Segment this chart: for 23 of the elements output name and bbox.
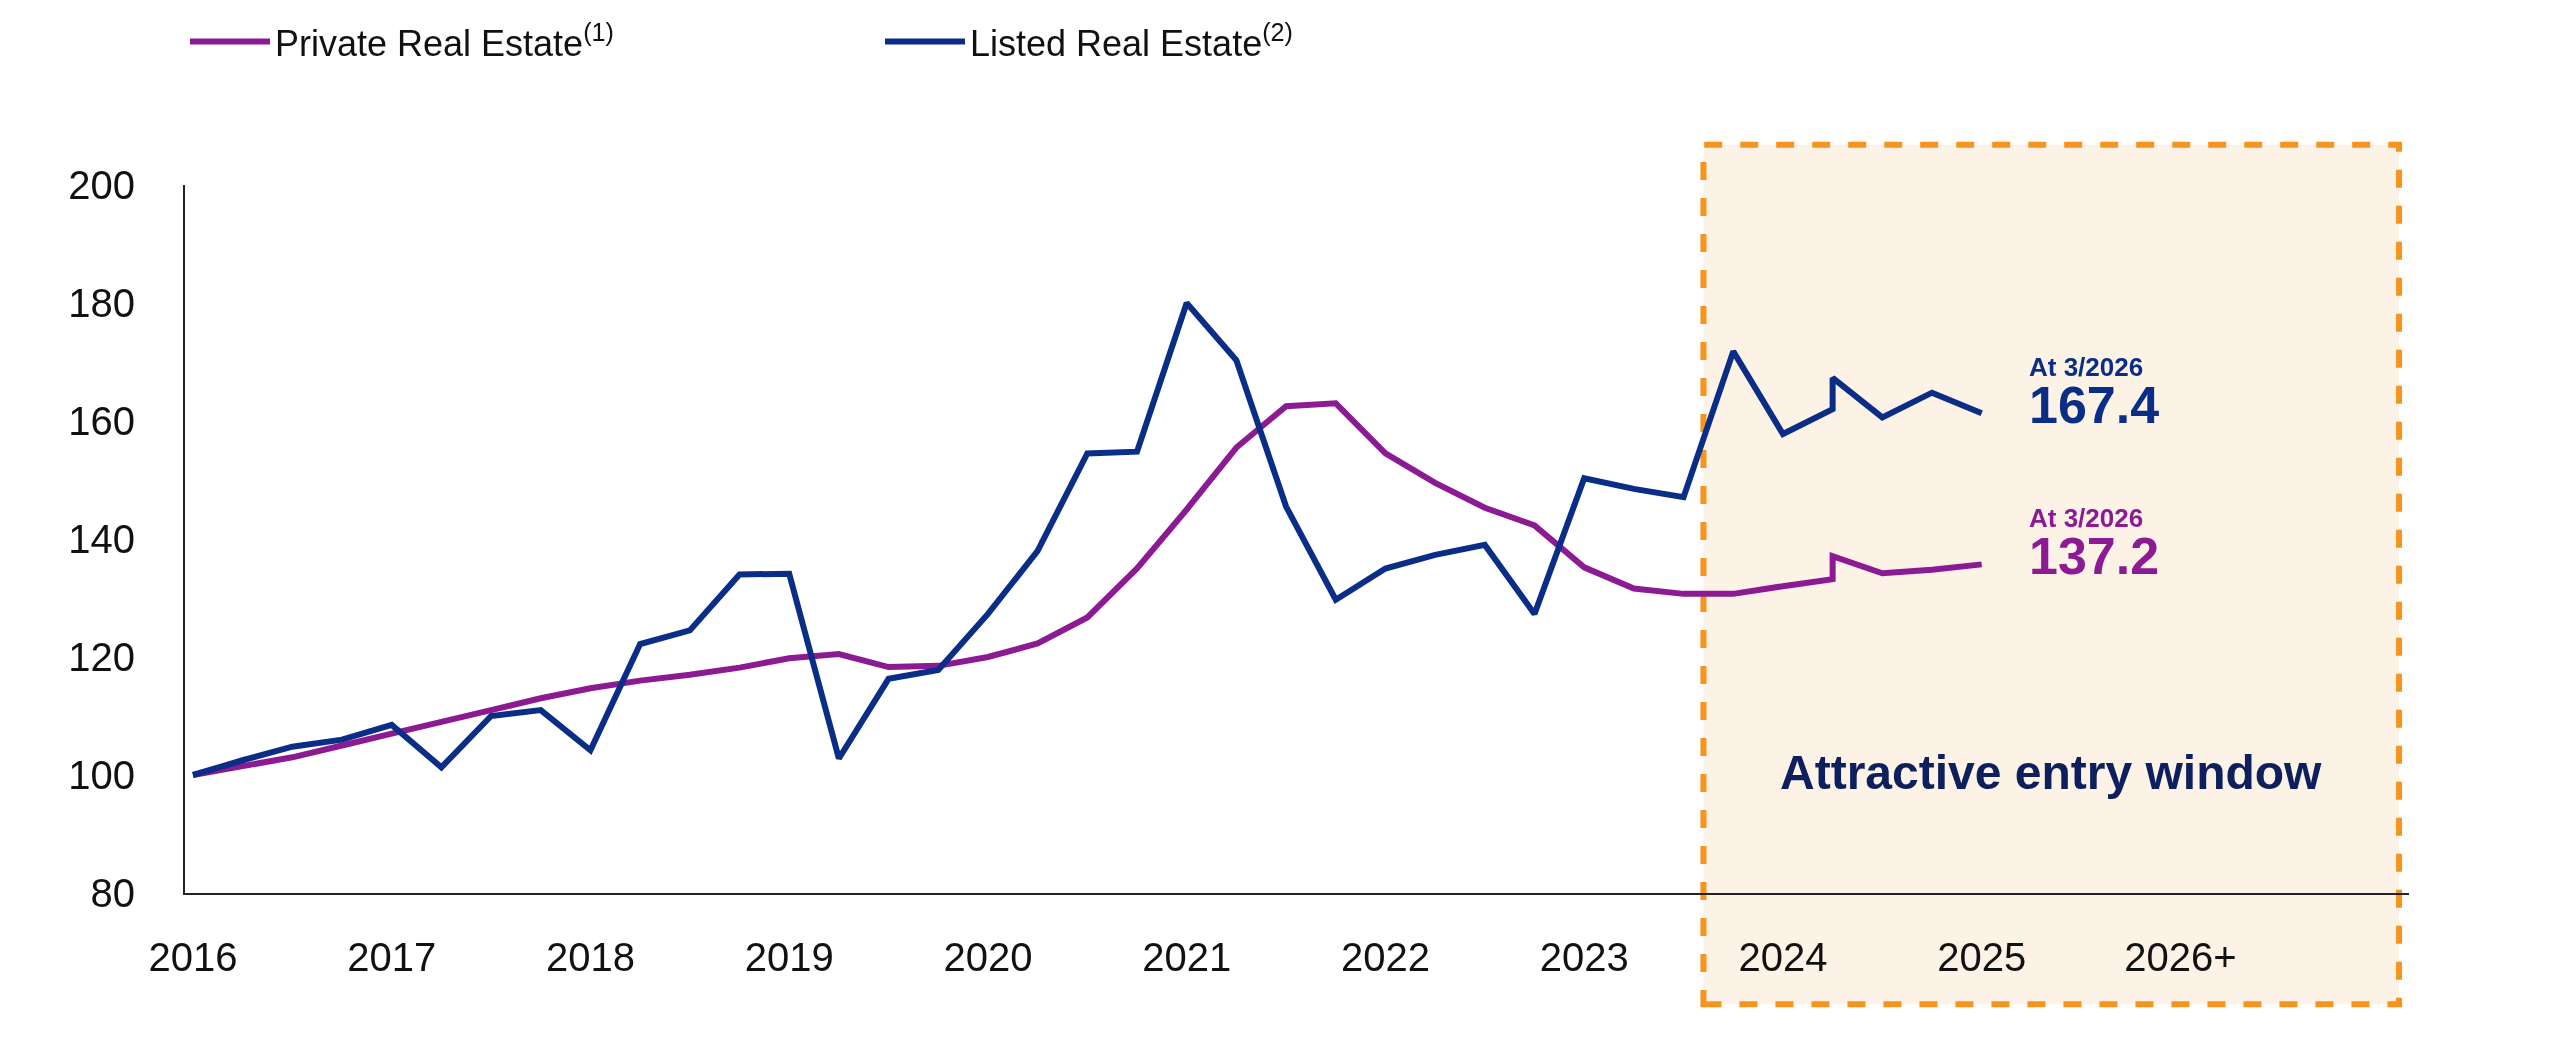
annotation: At 3/2026 167.4 bbox=[2029, 352, 2160, 434]
annotation: At 3/2026 137.2 bbox=[2029, 503, 2160, 585]
y-tick-label: 100 bbox=[68, 753, 135, 797]
x-tick-label: 2021 bbox=[1142, 935, 1232, 979]
y-tick-label: 120 bbox=[68, 635, 135, 679]
y-tick-label: 80 bbox=[90, 871, 135, 915]
x-tick-label: 2024 bbox=[1738, 935, 1828, 979]
y-tick-label: 140 bbox=[68, 517, 135, 561]
legend-label: Listed Real Estate$^{(2)}$ bbox=[970, 17, 1293, 64]
x-tick-label: 2017 bbox=[347, 935, 437, 979]
x-tick-label: 2026+ bbox=[2124, 935, 2237, 979]
x-tick-label: 2018 bbox=[545, 935, 635, 979]
x-tick-label: 2025 bbox=[1937, 935, 2027, 979]
x-tick-label: 2020 bbox=[943, 935, 1033, 979]
legend-label: Private Real Estate$^{(1)}$ bbox=[275, 17, 614, 64]
x-tick-label: 2016 bbox=[148, 935, 238, 979]
x-tick-label: 2023 bbox=[1539, 935, 1629, 979]
y-tick-label: 200 bbox=[68, 163, 135, 207]
x-tick-label: 2022 bbox=[1340, 935, 1430, 979]
x-tick-label: 2019 bbox=[744, 935, 834, 979]
y-tick-label: 160 bbox=[68, 399, 135, 443]
band-label: Attractive entry window bbox=[1780, 746, 2323, 799]
y-tick-label: 180 bbox=[68, 281, 135, 325]
